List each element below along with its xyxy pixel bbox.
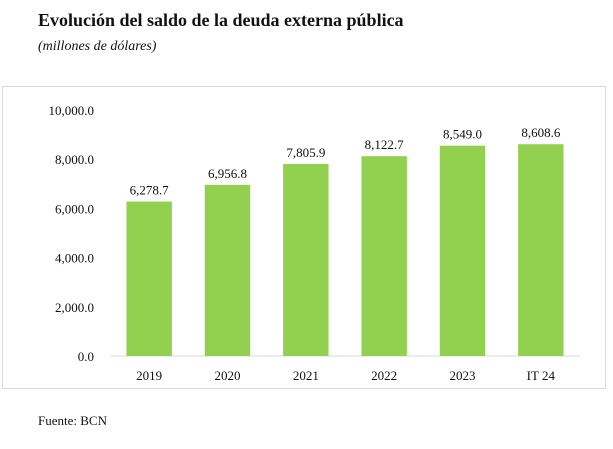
x-tick-label: IT 24	[527, 368, 556, 383]
data-label: 6,956.8	[208, 166, 247, 181]
data-label: 8,608.6	[521, 125, 561, 140]
bar	[126, 201, 172, 356]
y-tick-label: 2,000.0	[55, 300, 94, 315]
y-tick-label: 6,000.0	[55, 201, 94, 216]
data-label: 8,122.7	[365, 137, 405, 152]
bar	[518, 144, 564, 356]
y-tick-label: 4,000.0	[55, 251, 94, 266]
y-tick-label: 8,000.0	[55, 152, 94, 167]
bar	[283, 163, 329, 356]
y-tick-label: 0.0	[78, 349, 94, 364]
data-label: 7,805.9	[286, 145, 325, 160]
bar	[439, 145, 486, 356]
chart-title: Evolución del saldo de la deuda externa …	[38, 10, 404, 30]
x-tick-label: 2023	[450, 368, 476, 383]
x-tick-label: 2019	[136, 368, 162, 383]
y-tick-label: 10,000.0	[49, 103, 95, 118]
source-note: Fuente: BCN	[38, 413, 107, 428]
data-label: 8,549.0	[443, 127, 482, 142]
data-label: 6,278.7	[130, 183, 170, 198]
chart-frame	[2, 86, 606, 389]
bar	[361, 156, 407, 356]
bar	[204, 184, 251, 356]
x-tick-label: 2020	[215, 368, 241, 383]
x-tick-label: 2021	[293, 368, 319, 383]
chart-subtitle: (millones de dólares)	[38, 39, 157, 54]
x-tick-label: 2022	[371, 368, 397, 383]
